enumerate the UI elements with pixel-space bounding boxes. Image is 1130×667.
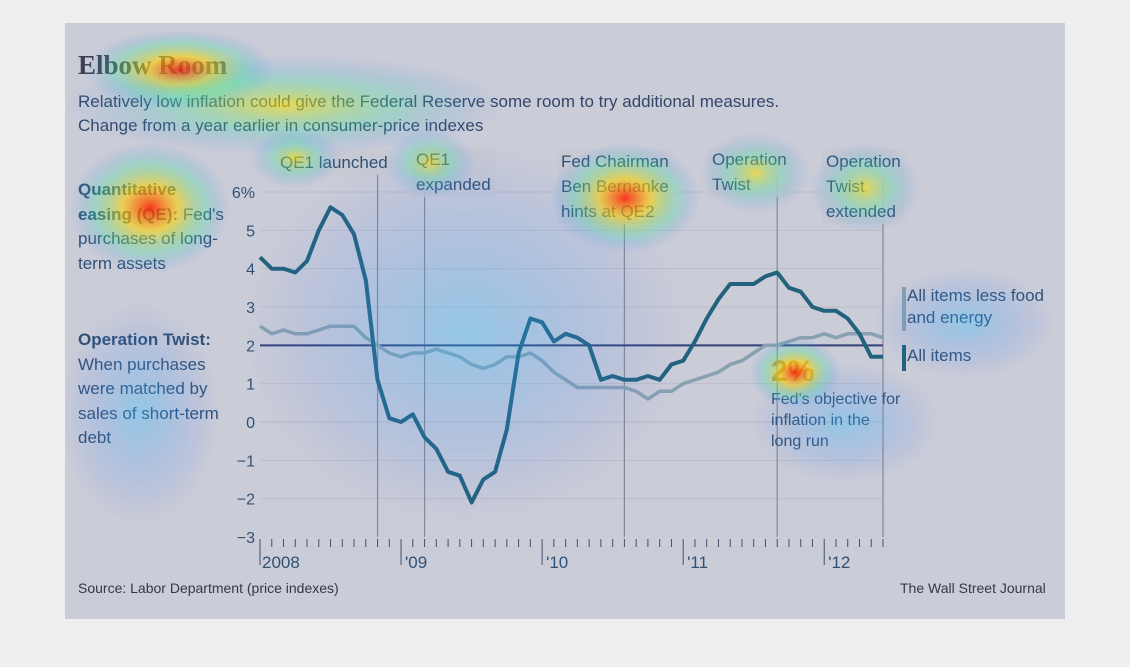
twist-definition: Operation Twist: When purchases were mat…	[78, 328, 228, 451]
y-tick-label: 1	[246, 377, 255, 394]
source-note: Source: Labor Department (price indexes)	[78, 580, 339, 596]
y-tick-label: 5	[246, 223, 255, 240]
twist-description: When purchases were matched by sales of …	[78, 354, 219, 448]
subtitle-line-2: Change from a year earlier in consumer-p…	[78, 116, 484, 135]
event-label-qe1-launched: QE1 launched	[276, 150, 392, 175]
target-label: 2%	[771, 355, 815, 388]
y-tick-label: 3	[246, 300, 255, 317]
y-tick-label: 2	[246, 338, 255, 355]
chart-title: Elbow Room	[78, 50, 228, 80]
legend-label-all-items: All items	[907, 346, 972, 365]
y-tick-label: 4	[246, 262, 255, 279]
qe-definition: Quantitative easing (QE): Fed's purchase…	[78, 178, 228, 276]
y-tick-label: −2	[237, 492, 255, 509]
chart-panel: 6% 5 4 3 2 1 0 −1 −2 −3 2008 '09 '10 '11 '12 Elbow Roo…	[65, 23, 1065, 619]
x-tick-label: '10	[546, 553, 568, 572]
qe-term: Quantitative easing (QE):	[78, 180, 179, 224]
chart-subtitle: Relatively low inflation could give the …	[78, 90, 978, 138]
x-tick-label: '12	[828, 553, 850, 572]
event-label-operation-twist: Operation Twist	[708, 147, 791, 197]
legend-label-core: All items less food and energy	[907, 286, 1044, 327]
event-label-twist-extended: Operation Twist extended	[822, 149, 905, 224]
x-tick-label: '11	[687, 553, 708, 572]
target-note: Fed's objective for inflation in the lon…	[771, 391, 901, 450]
event-label-qe1-expanded: QE1 expanded	[412, 147, 495, 197]
subtitle-line-1: Relatively low inflation could give the …	[78, 92, 780, 111]
event-label-qe2-hint: Fed Chairman Ben Bernanke hints at QE2	[557, 149, 673, 224]
y-tick-label: 6%	[232, 185, 255, 202]
x-tick-label: '09	[405, 553, 427, 572]
y-tick-label: 0	[246, 415, 255, 432]
x-tick-label: 2008	[262, 553, 300, 572]
publisher-credit: The Wall Street Journal	[900, 580, 1046, 596]
y-tick-label: −1	[237, 453, 255, 470]
y-tick-label: −3	[237, 530, 255, 547]
legend-swatch-core	[902, 287, 906, 331]
twist-term: Operation Twist:	[78, 330, 211, 349]
legend-swatch-all-items	[902, 345, 906, 371]
